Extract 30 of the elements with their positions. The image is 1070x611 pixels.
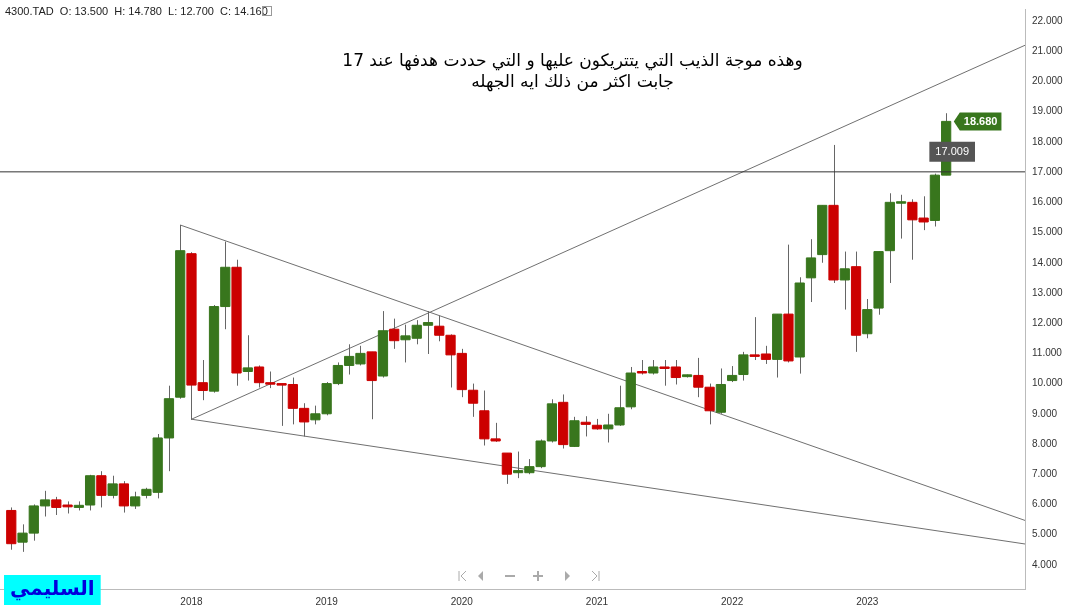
y-tick-label: 12.000 xyxy=(1032,316,1064,328)
y-tick-label: 4.000 xyxy=(1032,558,1058,570)
y-tick-label: 11.000 xyxy=(1032,347,1063,359)
y-tick-label: 15.000 xyxy=(1032,226,1064,238)
annotation: السليمي xyxy=(10,576,95,602)
y-tick-label: 13.000 xyxy=(1032,286,1064,298)
y-tick-label: 19.000 xyxy=(1032,105,1064,117)
y-tick-label: 20.000 xyxy=(1032,75,1064,87)
x-tick-label: 2019 xyxy=(315,595,339,607)
annotation: جابت اكثر من ذلك ايه الجهله xyxy=(471,71,674,93)
y-tick-label: 21.000 xyxy=(1032,45,1064,57)
y-tick-label: 16.000 xyxy=(1032,196,1064,208)
y-tick-label: 5.000 xyxy=(1032,528,1058,540)
annotation: وهذه موجة الذيب التي يتتريكون عليها و التي حددت هدفها عند 17 xyxy=(342,50,803,72)
annotation: 18.680 xyxy=(963,115,998,128)
x-tick-label: 2021 xyxy=(585,595,609,607)
x-tick-label: 2022 xyxy=(721,595,744,607)
x-tick-label: 2020 xyxy=(450,595,474,607)
x-tick-label: 2018 xyxy=(180,595,204,607)
y-tick-label: 7.000 xyxy=(1032,467,1058,479)
y-tick-label: 22.000 xyxy=(1032,14,1064,26)
y-tick-label: 17.000 xyxy=(1032,165,1064,177)
y-tick-label: 10.000 xyxy=(1032,377,1064,389)
x-tick-label: 2023 xyxy=(856,595,879,607)
ref-line-label: 17.009 xyxy=(935,144,970,157)
y-tick-label: 6.000 xyxy=(1032,498,1058,510)
y-tick-label: 9.000 xyxy=(1032,407,1058,419)
y-tick-label: 18.000 xyxy=(1032,135,1064,147)
y-tick-label: 14.000 xyxy=(1032,256,1064,268)
y-tick-label: 8.000 xyxy=(1032,437,1058,449)
